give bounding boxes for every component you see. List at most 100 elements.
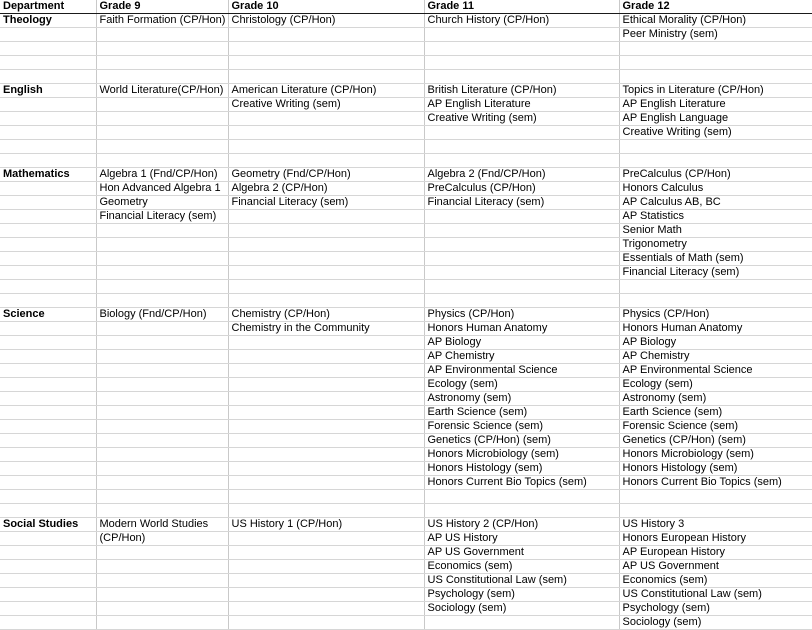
course-cell-grade9[interactable]: World Literature(CP/Hon) <box>96 83 229 98</box>
course-cell-grade12[interactable]: AP Biology <box>619 335 812 350</box>
empty-cell-grade10[interactable] <box>228 559 425 574</box>
department-blank-cell[interactable] <box>0 69 97 84</box>
course-cell-grade11[interactable]: Economics (sem) <box>424 559 620 574</box>
department-blank-cell[interactable] <box>0 153 97 168</box>
empty-cell-grade9[interactable] <box>96 251 229 266</box>
department-name-cell[interactable]: Science <box>0 307 97 322</box>
course-cell-grade9[interactable]: Biology (Fnd/CP/Hon) <box>96 307 229 322</box>
department-blank-cell[interactable] <box>0 111 97 126</box>
empty-cell-grade9[interactable] <box>96 293 229 308</box>
course-cell-grade11[interactable]: Honors Human Anatomy <box>424 321 620 336</box>
department-blank-cell[interactable] <box>0 181 97 196</box>
course-cell-grade12[interactable]: Essentials of Math (sem) <box>619 251 812 266</box>
empty-cell-grade12[interactable] <box>619 293 812 308</box>
department-blank-cell[interactable] <box>0 601 97 616</box>
course-cell-grade12[interactable]: Honors Human Anatomy <box>619 321 812 336</box>
department-blank-cell[interactable] <box>0 265 97 280</box>
empty-cell-grade12[interactable] <box>619 41 812 56</box>
department-name-cell[interactable]: Mathematics <box>0 167 97 182</box>
empty-cell-grade12[interactable] <box>619 139 812 154</box>
department-blank-cell[interactable] <box>0 209 97 224</box>
department-blank-cell[interactable] <box>0 615 97 630</box>
empty-cell-grade9[interactable] <box>96 279 229 294</box>
course-cell-grade12[interactable]: Ecology (sem) <box>619 377 812 392</box>
empty-cell-grade10[interactable] <box>228 447 425 462</box>
empty-cell-grade11[interactable] <box>424 265 620 280</box>
course-cell-grade11[interactable]: AP English Literature <box>424 97 620 112</box>
empty-cell-grade10[interactable] <box>228 377 425 392</box>
course-cell-grade9[interactable]: Modern World Studies <box>96 517 229 532</box>
empty-cell-grade9[interactable] <box>96 27 229 42</box>
course-cell-grade11[interactable]: PreCalculus (CP/Hon) <box>424 181 620 196</box>
course-cell-grade12[interactable]: PreCalculus (CP/Hon) <box>619 167 812 182</box>
empty-cell-grade11[interactable] <box>424 41 620 56</box>
course-cell-grade12[interactable]: Sociology (sem) <box>619 615 812 630</box>
empty-cell-grade10[interactable] <box>228 27 425 42</box>
department-name-cell[interactable]: English <box>0 83 97 98</box>
course-cell-grade11[interactable]: Genetics (CP/Hon) (sem) <box>424 433 620 448</box>
course-cell-grade12[interactable]: Creative Writing (sem) <box>619 125 812 140</box>
course-cell-grade11[interactable]: AP Biology <box>424 335 620 350</box>
empty-cell-grade12[interactable] <box>619 69 812 84</box>
course-cell-grade12[interactable]: Honors Current Bio Topics (sem) <box>619 475 812 490</box>
course-cell-grade12[interactable]: AP Environmental Science <box>619 363 812 378</box>
empty-cell-grade11[interactable] <box>424 209 620 224</box>
empty-cell-grade10[interactable] <box>228 531 425 546</box>
course-cell-grade12[interactable]: Honors Microbiology (sem) <box>619 447 812 462</box>
empty-cell-grade10[interactable] <box>228 69 425 84</box>
course-cell-grade11[interactable]: Astronomy (sem) <box>424 391 620 406</box>
empty-cell-grade10[interactable] <box>228 209 425 224</box>
empty-cell-grade10[interactable] <box>228 251 425 266</box>
course-cell-grade10[interactable]: Creative Writing (sem) <box>228 97 425 112</box>
course-cell-grade12[interactable]: Earth Science (sem) <box>619 405 812 420</box>
course-cell-grade12[interactable]: Senior Math <box>619 223 812 238</box>
course-cell-grade12[interactable]: US History 3 <box>619 517 812 532</box>
course-cell-grade12[interactable]: AP European History <box>619 545 812 560</box>
course-cell-grade11[interactable]: Financial Literacy (sem) <box>424 195 620 210</box>
department-blank-cell[interactable] <box>0 237 97 252</box>
department-name-cell[interactable]: Social Studies <box>0 517 97 532</box>
department-blank-cell[interactable] <box>0 587 97 602</box>
course-cell-grade12[interactable]: Topics in Literature (CP/Hon) <box>619 83 812 98</box>
empty-cell-grade9[interactable] <box>96 419 229 434</box>
course-cell-grade11[interactable]: US History 2 (CP/Hon) <box>424 517 620 532</box>
empty-cell-grade9[interactable] <box>96 69 229 84</box>
department-blank-cell[interactable] <box>0 573 97 588</box>
department-blank-cell[interactable] <box>0 55 97 70</box>
empty-cell-grade10[interactable] <box>228 363 425 378</box>
course-cell-grade12[interactable]: US Constitutional Law (sem) <box>619 587 812 602</box>
empty-cell-grade9[interactable] <box>96 237 229 252</box>
department-blank-cell[interactable] <box>0 27 97 42</box>
empty-cell-grade11[interactable] <box>424 293 620 308</box>
empty-cell-grade9[interactable] <box>96 433 229 448</box>
department-blank-cell[interactable] <box>0 41 97 56</box>
empty-cell-grade9[interactable] <box>96 503 229 518</box>
course-cell-grade11[interactable]: AP Chemistry <box>424 349 620 364</box>
empty-cell-grade9[interactable] <box>96 545 229 560</box>
course-cell-grade10[interactable]: American Literature (CP/Hon) <box>228 83 425 98</box>
empty-cell-grade9[interactable] <box>96 363 229 378</box>
empty-cell-grade9[interactable] <box>96 559 229 574</box>
department-blank-cell[interactable] <box>0 545 97 560</box>
course-cell-grade12[interactable]: Trigonometry <box>619 237 812 252</box>
course-cell-grade11[interactable]: AP US Government <box>424 545 620 560</box>
empty-cell-grade10[interactable] <box>228 489 425 504</box>
empty-cell-grade10[interactable] <box>228 503 425 518</box>
empty-cell-grade11[interactable] <box>424 615 620 630</box>
department-blank-cell[interactable] <box>0 419 97 434</box>
department-blank-cell[interactable] <box>0 279 97 294</box>
department-blank-cell[interactable] <box>0 293 97 308</box>
department-blank-cell[interactable] <box>0 349 97 364</box>
empty-cell-grade9[interactable] <box>96 391 229 406</box>
column-header-grade10[interactable]: Grade 10 <box>228 0 425 14</box>
empty-cell-grade11[interactable] <box>424 503 620 518</box>
empty-cell-grade10[interactable] <box>228 573 425 588</box>
course-cell-grade12[interactable]: Ethical Morality (CP/Hon) <box>619 13 812 28</box>
empty-cell-grade9[interactable] <box>96 489 229 504</box>
course-cell-grade12[interactable]: Honors Calculus <box>619 181 812 196</box>
empty-cell-grade10[interactable] <box>228 475 425 490</box>
department-blank-cell[interactable] <box>0 475 97 490</box>
course-cell-grade10[interactable]: Financial Literacy (sem) <box>228 195 425 210</box>
course-cell-grade12[interactable]: Physics (CP/Hon) <box>619 307 812 322</box>
